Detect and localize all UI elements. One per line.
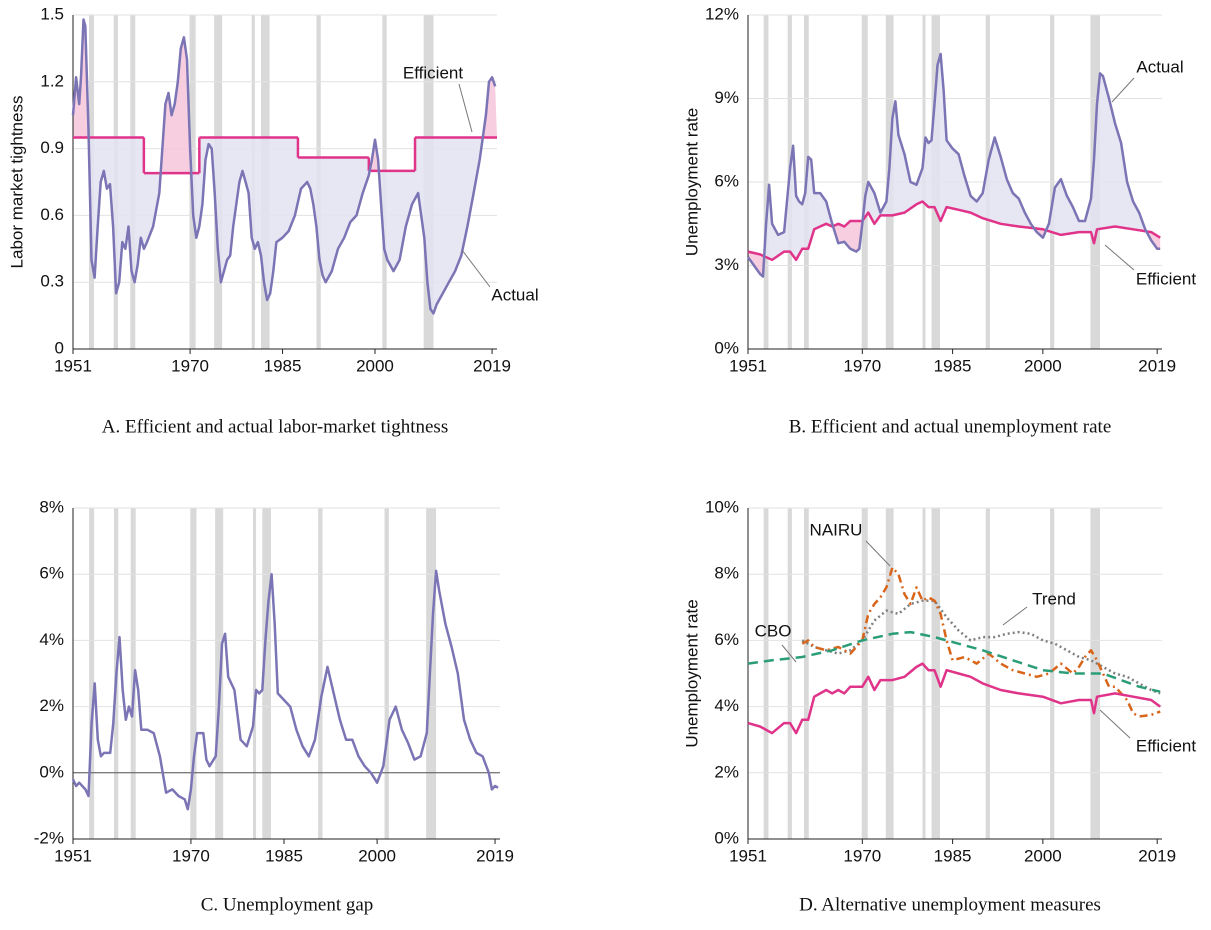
y-tick-label: 4% bbox=[39, 630, 64, 649]
panel-caption: B. Efficient and actual unemployment rat… bbox=[789, 416, 1112, 437]
y-tick-label: 3% bbox=[714, 255, 739, 274]
recession-band bbox=[885, 508, 894, 839]
annotation-leader bbox=[781, 644, 797, 663]
annotation-leader bbox=[865, 540, 891, 567]
series-annotation: NAIRU bbox=[810, 520, 863, 539]
recession-band bbox=[922, 508, 926, 839]
x-tick-label: 2019 bbox=[1138, 846, 1176, 865]
x-tick-label: 1970 bbox=[843, 356, 881, 375]
series-annotation: Efficient bbox=[1136, 269, 1196, 288]
x-tick-label: 1985 bbox=[934, 356, 972, 375]
y-tick-label: 0.9 bbox=[40, 138, 64, 157]
y-tick-label: 0% bbox=[714, 338, 739, 357]
annotation-leader bbox=[1104, 244, 1135, 271]
y-axis-label: Labor market tightness bbox=[7, 96, 26, 269]
x-tick-label: 2000 bbox=[1024, 846, 1062, 865]
x-tick-label: 2019 bbox=[476, 846, 514, 865]
y-tick-label: 0.3 bbox=[40, 272, 64, 291]
y-tick-label: 6% bbox=[714, 171, 739, 190]
recession-band bbox=[130, 508, 136, 839]
series-line bbox=[71, 569, 499, 811]
series-annotation: Trend bbox=[1032, 589, 1076, 608]
y-tick-label: 8% bbox=[714, 564, 739, 583]
y-tick-label: 6% bbox=[39, 564, 64, 583]
x-tick-label: 2000 bbox=[1024, 356, 1062, 375]
x-tick-label: 1970 bbox=[171, 356, 209, 375]
series-line bbox=[746, 52, 1161, 278]
series-annotation: Efficient bbox=[1136, 736, 1196, 755]
series-annotation: CBO bbox=[755, 621, 792, 640]
x-tick-label: 1970 bbox=[172, 846, 210, 865]
recession-band bbox=[262, 508, 271, 839]
recession-band bbox=[763, 508, 769, 839]
recession-band bbox=[384, 508, 389, 839]
y-tick-label: 0% bbox=[39, 762, 64, 781]
y-tick-label: 12% bbox=[705, 4, 739, 23]
panel-caption: A. Efficient and actual labor-market tig… bbox=[102, 416, 448, 437]
recession-band bbox=[1050, 508, 1055, 839]
recession-band bbox=[318, 508, 323, 839]
recession-band bbox=[985, 508, 990, 839]
y-axis-label: Unemployment rate bbox=[682, 599, 701, 747]
y-tick-label: 9% bbox=[714, 88, 739, 107]
annotation-leader bbox=[458, 83, 473, 133]
recession-band bbox=[787, 508, 792, 839]
x-tick-label: 1985 bbox=[934, 846, 972, 865]
y-tick-label: 2% bbox=[714, 762, 739, 781]
series-line bbox=[747, 630, 1161, 693]
series-annotation: Efficient bbox=[403, 63, 463, 82]
series-line bbox=[71, 18, 497, 315]
series-line bbox=[801, 566, 1161, 718]
x-tick-label: 1970 bbox=[843, 846, 881, 865]
y-tick-label: -2% bbox=[34, 828, 64, 847]
gap-fill-below bbox=[73, 137, 497, 314]
y-tick-label: 4% bbox=[714, 696, 739, 715]
x-tick-label: 1951 bbox=[54, 356, 92, 375]
series-line bbox=[747, 200, 1161, 262]
panel-caption: D. Alternative unemployment measures bbox=[799, 894, 1101, 915]
x-tick-label: 2019 bbox=[1138, 356, 1176, 375]
x-tick-label: 1985 bbox=[265, 846, 303, 865]
recession-band bbox=[89, 508, 95, 839]
recession-band bbox=[215, 508, 224, 839]
y-tick-label: 6% bbox=[714, 630, 739, 649]
y-tick-label: 10% bbox=[705, 497, 739, 516]
x-tick-label: 1951 bbox=[729, 846, 767, 865]
series-annotation: Actual bbox=[1136, 57, 1183, 76]
x-tick-label: 1951 bbox=[729, 356, 767, 375]
y-tick-label: 2% bbox=[39, 696, 64, 715]
recession-band bbox=[861, 508, 868, 839]
recession-band bbox=[190, 508, 197, 839]
y-tick-label: 1.5 bbox=[40, 4, 64, 23]
y-tick-label: 8% bbox=[39, 497, 64, 516]
x-tick-label: 2000 bbox=[356, 356, 394, 375]
recession-band bbox=[252, 508, 257, 839]
x-tick-label: 1985 bbox=[264, 356, 302, 375]
annotation-leader bbox=[461, 249, 491, 288]
annotation-leader bbox=[1099, 709, 1131, 739]
gap-fill-above bbox=[748, 54, 1161, 260]
annotation-leader bbox=[1111, 77, 1135, 103]
series-line bbox=[747, 662, 1161, 735]
x-tick-label: 1951 bbox=[54, 846, 92, 865]
series-annotation: Actual bbox=[491, 285, 538, 304]
y-tick-label: 0% bbox=[714, 828, 739, 847]
annotation-leader bbox=[1002, 606, 1028, 626]
y-tick-label: 0 bbox=[55, 338, 64, 357]
y-tick-label: 0.6 bbox=[40, 205, 64, 224]
x-tick-label: 2000 bbox=[358, 846, 396, 865]
recession-band bbox=[803, 508, 809, 839]
y-axis-label: Unemployment rate bbox=[682, 108, 701, 256]
panel-caption: C. Unemployment gap bbox=[201, 894, 374, 915]
x-tick-label: 2019 bbox=[473, 356, 511, 375]
y-tick-label: 1.2 bbox=[40, 71, 64, 90]
